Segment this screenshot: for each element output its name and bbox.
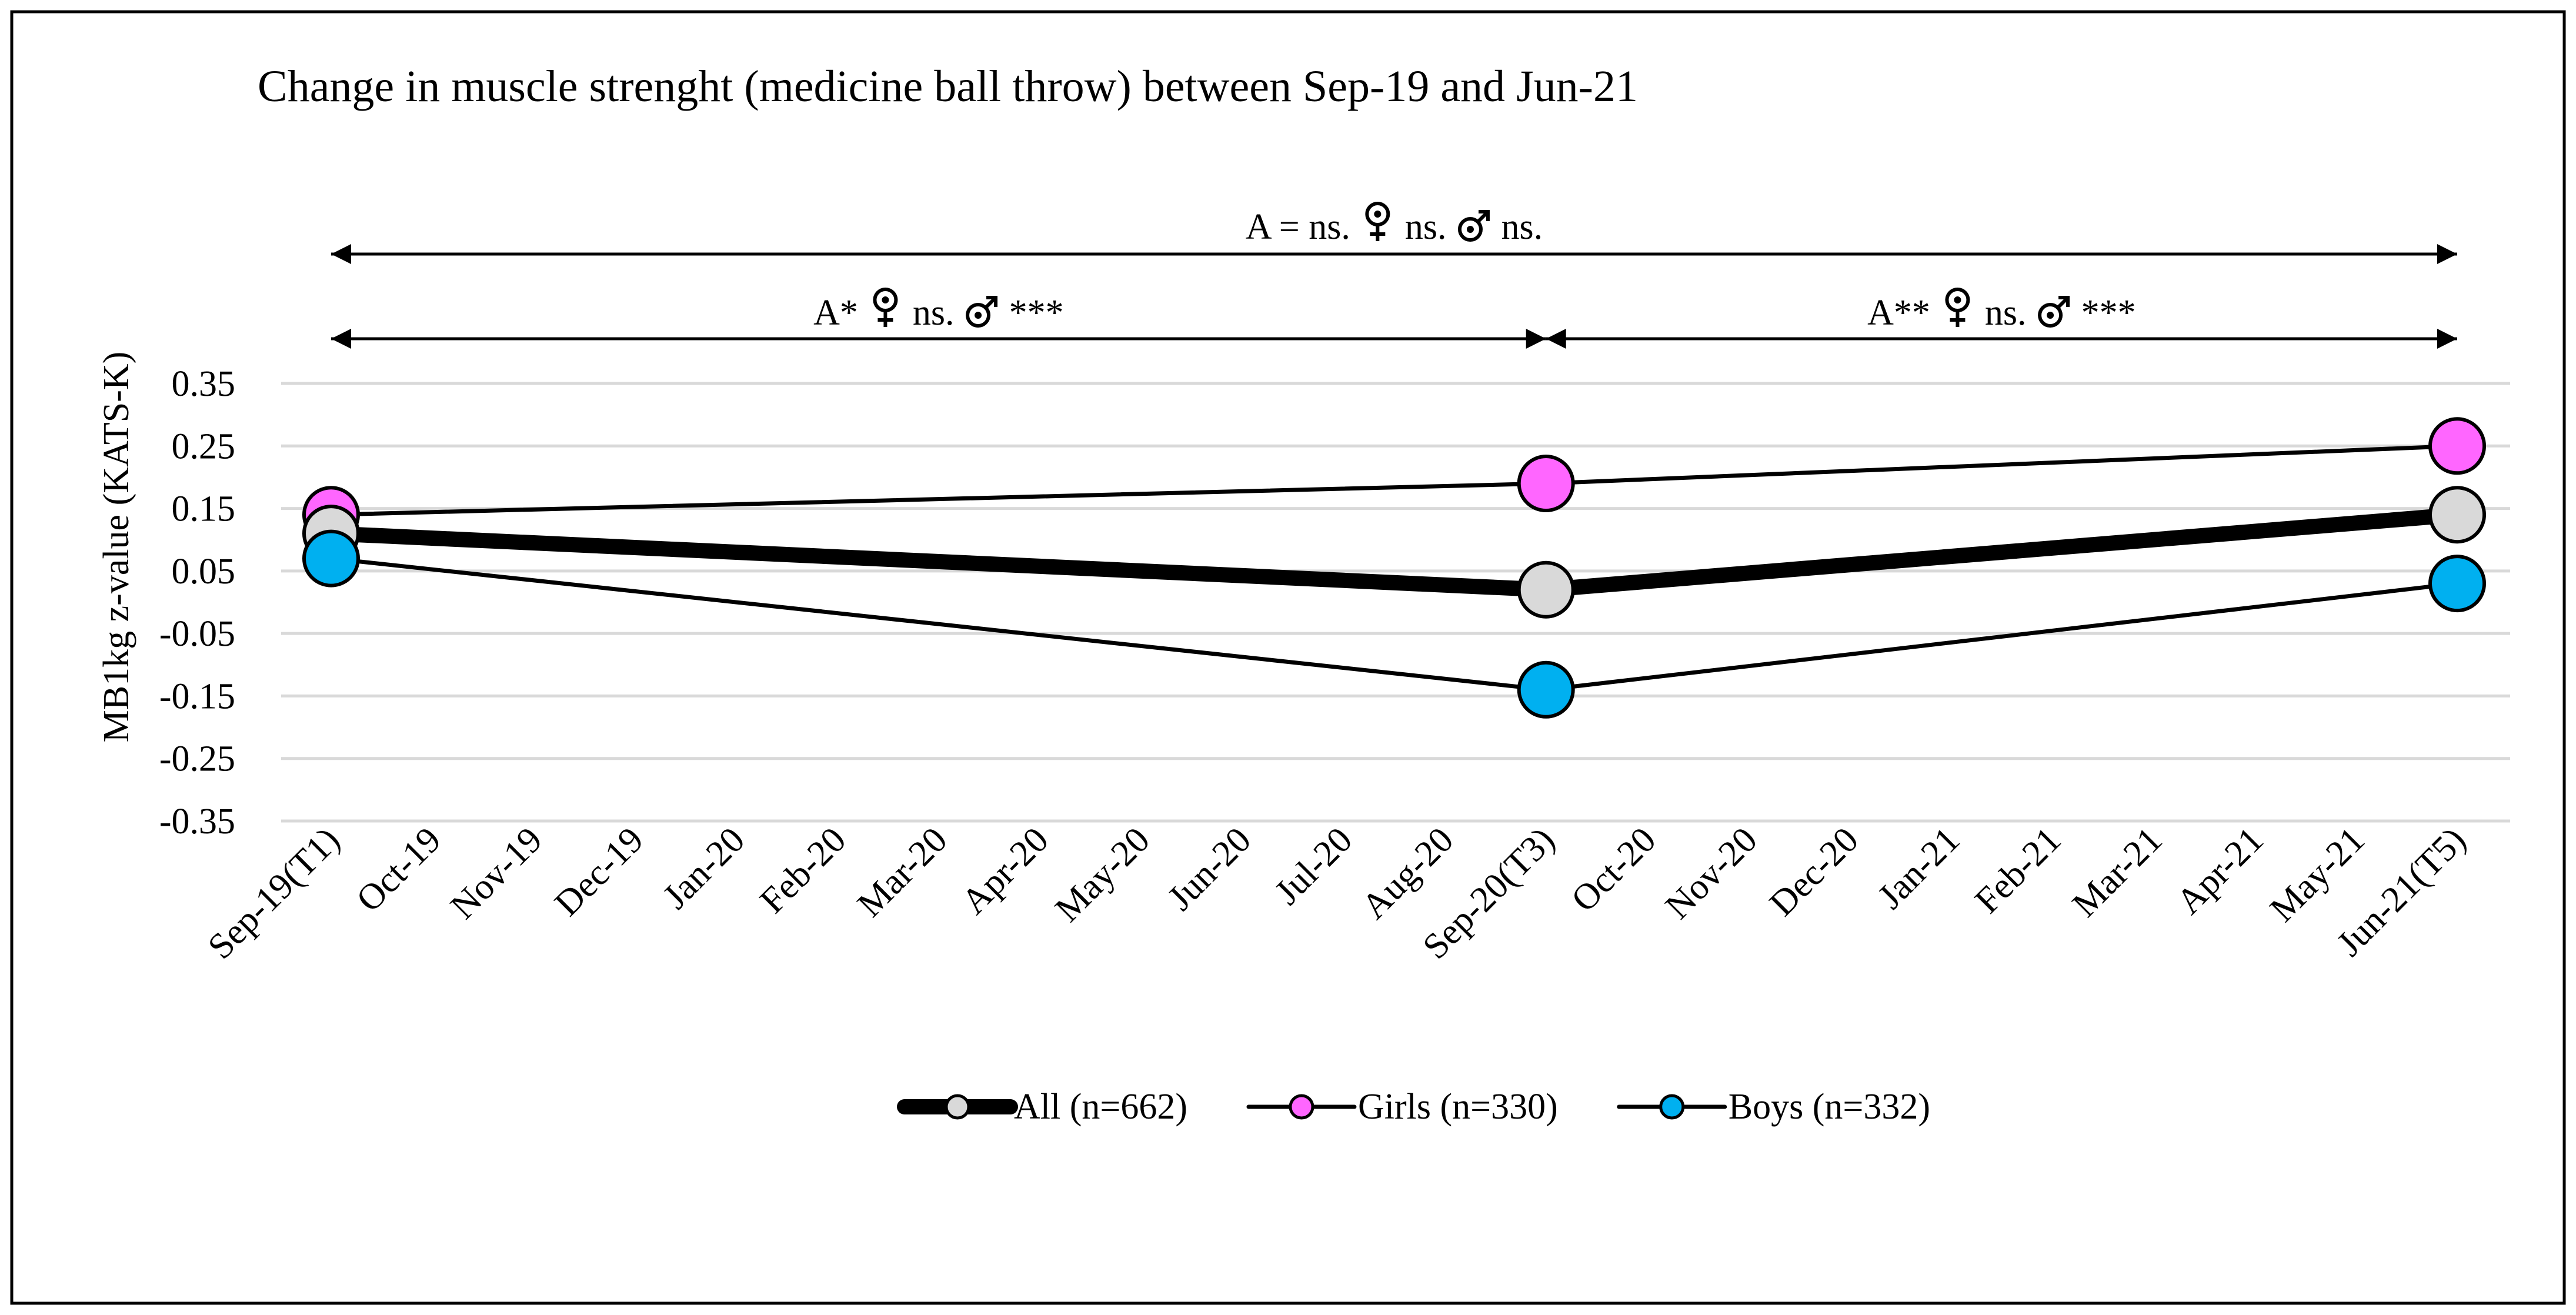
significance-annotations: A = ns. ns. ns.A* ns. *** A** ns. *** bbox=[331, 202, 2457, 349]
annotation: A** ns. *** bbox=[1546, 288, 2457, 349]
female-symbol-dot bbox=[1374, 211, 1382, 218]
female-symbol-dot bbox=[882, 296, 889, 303]
annotation-male-value: *** bbox=[2072, 293, 2136, 333]
male-symbol-dot bbox=[1466, 226, 1474, 233]
annotation-male-value: *** bbox=[1000, 293, 1064, 333]
legend-label: Girls (n=330) bbox=[1358, 1087, 1558, 1127]
y-tick-label: -0.35 bbox=[159, 802, 235, 842]
male-symbol-ring bbox=[2038, 303, 2063, 328]
annotation: A = ns. ns. ns. bbox=[331, 202, 2457, 264]
legend-item: Girls (n=330) bbox=[1246, 1087, 1558, 1127]
data-point bbox=[2428, 486, 2486, 544]
y-tick-label: -0.25 bbox=[159, 739, 235, 779]
male-symbol-ring bbox=[1457, 217, 1483, 242]
data-point bbox=[2428, 555, 2486, 613]
y-axis-label: MB1kg z-value (KATS-K) bbox=[96, 352, 136, 743]
legend: All (n=662) Girls (n=330) Boys (n=332) bbox=[897, 1087, 1930, 1127]
annotation-female-value: ns. bbox=[1976, 293, 2036, 333]
y-tick-label: 0.25 bbox=[172, 426, 236, 466]
annotation-label: A* ns. *** bbox=[813, 293, 1063, 333]
male-symbol-head bbox=[2058, 296, 2070, 307]
annotation-label: A** ns. *** bbox=[1867, 293, 2135, 333]
male-symbol-dot bbox=[975, 312, 982, 319]
legend-marker bbox=[1289, 1094, 1314, 1120]
data-point bbox=[1517, 560, 1575, 619]
y-tick-label: -0.05 bbox=[159, 614, 235, 654]
y-tick-label: 0.05 bbox=[172, 552, 236, 592]
annotation-prefix: A** bbox=[1867, 293, 1939, 333]
y-tick-label: -0.15 bbox=[159, 676, 235, 716]
annotation-male-value: ns. bbox=[1492, 207, 1543, 247]
annotation-prefix: A* bbox=[813, 293, 867, 333]
legend-label: All (n=662) bbox=[1014, 1087, 1187, 1127]
chart-title: Change in muscle strenght (medicine ball… bbox=[258, 62, 1638, 111]
annotation: A* ns. *** bbox=[331, 288, 1546, 349]
legend-label: Boys (n=332) bbox=[1729, 1087, 1930, 1127]
data-point bbox=[302, 529, 360, 588]
annotation-prefix: A = ns. bbox=[1246, 207, 1359, 247]
y-tick-label: 0.15 bbox=[172, 489, 236, 529]
legend-item: All (n=662) bbox=[897, 1087, 1187, 1127]
data-point bbox=[1517, 660, 1575, 719]
data-point bbox=[2428, 417, 2486, 475]
female-symbol-dot bbox=[1954, 296, 1961, 303]
legend-marker bbox=[1659, 1094, 1685, 1120]
legend-item: Boys (n=332) bbox=[1617, 1087, 1930, 1127]
male-symbol-ring bbox=[966, 303, 991, 328]
series-markers bbox=[302, 417, 2486, 719]
chart-frame bbox=[10, 10, 2566, 1305]
male-symbol-head bbox=[986, 296, 998, 307]
y-tick-label: 0.35 bbox=[172, 364, 236, 404]
legend-marker bbox=[945, 1094, 970, 1120]
male-symbol-head bbox=[1478, 210, 1490, 221]
annotation-label: A = ns. ns. ns. bbox=[1246, 207, 1543, 247]
y-tick-labels: 0.35 0.25 0.15 0.05 -0.05 -0.15 -0.25 -0.35 bbox=[159, 364, 235, 842]
annotation-female-value: ns. bbox=[1396, 207, 1456, 247]
annotation-female-value: ns. bbox=[903, 293, 963, 333]
male-symbol-dot bbox=[2047, 312, 2054, 319]
data-point bbox=[1517, 455, 1575, 513]
